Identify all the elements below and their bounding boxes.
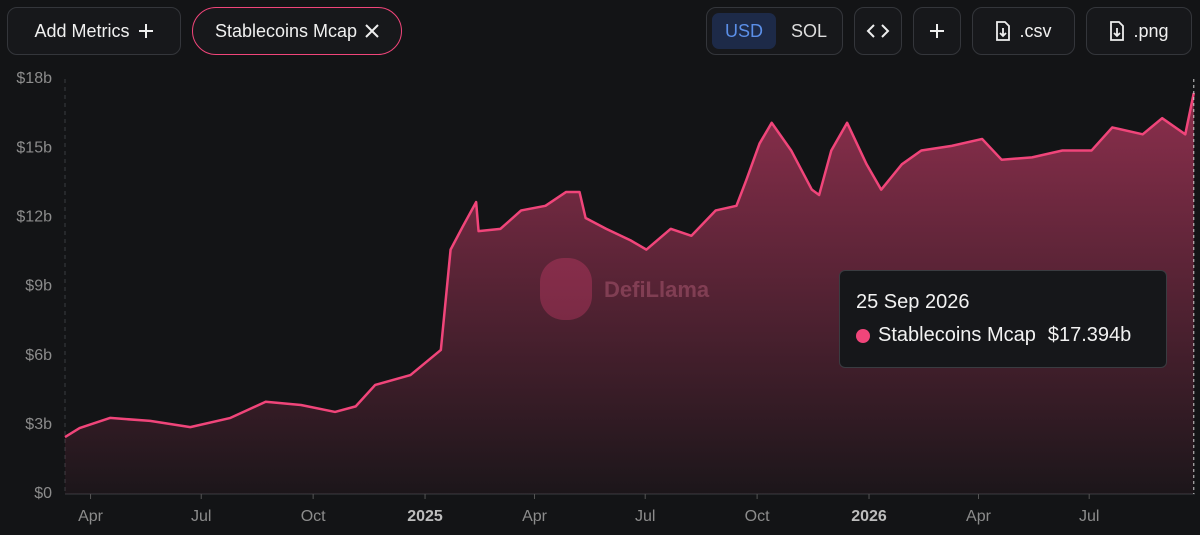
tooltip-series: Stablecoins Mcap: [878, 324, 1036, 346]
x-tick-label: Jul: [191, 508, 211, 525]
x-tick-label: Oct: [745, 508, 770, 525]
file-icon: [1110, 21, 1125, 41]
x-tick-label: Jul: [1079, 508, 1099, 525]
sol-option[interactable]: SOL: [790, 20, 828, 41]
y-tick-label: $0: [34, 485, 52, 502]
y-tick-label: $12b: [16, 209, 52, 226]
add-button[interactable]: [913, 7, 961, 55]
x-tick-label: Jul: [635, 508, 655, 525]
tooltip-dot: [856, 328, 870, 343]
tooltip-row: Stablecoins Mcap $17.394b: [856, 324, 1150, 347]
x-tick-label: Oct: [301, 508, 326, 525]
label: Stablecoins Mcap: [214, 20, 358, 41]
metric-chip[interactable]: Stablecoins Mcap: [192, 7, 402, 55]
x-tick-label: Apr: [522, 508, 548, 525]
y-tick-label: $6b: [25, 347, 52, 364]
plus-icon: [930, 24, 944, 38]
close-icon: [365, 24, 379, 38]
tooltip-date: 25 Sep 2026: [856, 291, 970, 313]
csv-button[interactable]: .csv: [972, 7, 1075, 55]
file-icon: [996, 21, 1011, 41]
plus-icon: [138, 24, 153, 38]
code-icon: [866, 24, 890, 38]
embed-button[interactable]: [854, 7, 902, 55]
watermark: DefiLlama: [540, 258, 710, 320]
x-tick-label: Apr: [78, 508, 104, 525]
currency-toggle: USD SOL: [706, 7, 843, 55]
add-metrics-button[interactable]: Add Metrics: [7, 7, 181, 55]
y-tick-label: $3b: [25, 416, 52, 433]
tooltip: 25 Sep 2026 Stablecoins Mcap $17.394b: [839, 270, 1167, 368]
label: .csv: [1019, 20, 1052, 41]
usd-option[interactable]: USD: [712, 13, 776, 49]
y-tick-label: $15b: [16, 139, 52, 156]
y-tick-label: $9b: [25, 278, 52, 295]
y-tick-label: $18b: [16, 70, 52, 87]
x-tick-label: Apr: [966, 508, 992, 525]
x-tick-label: 2026: [851, 508, 887, 525]
watermark-logo: [540, 258, 592, 320]
label: .png: [1133, 20, 1169, 41]
line: [64, 92, 1196, 439]
tooltip-value: $17.394b: [1047, 324, 1132, 346]
png-button[interactable]: .png: [1086, 7, 1192, 55]
watermark-text: DefiLlama: [604, 277, 710, 302]
label: Add Metrics: [34, 20, 130, 41]
x-tick-label: 2025: [407, 508, 443, 525]
